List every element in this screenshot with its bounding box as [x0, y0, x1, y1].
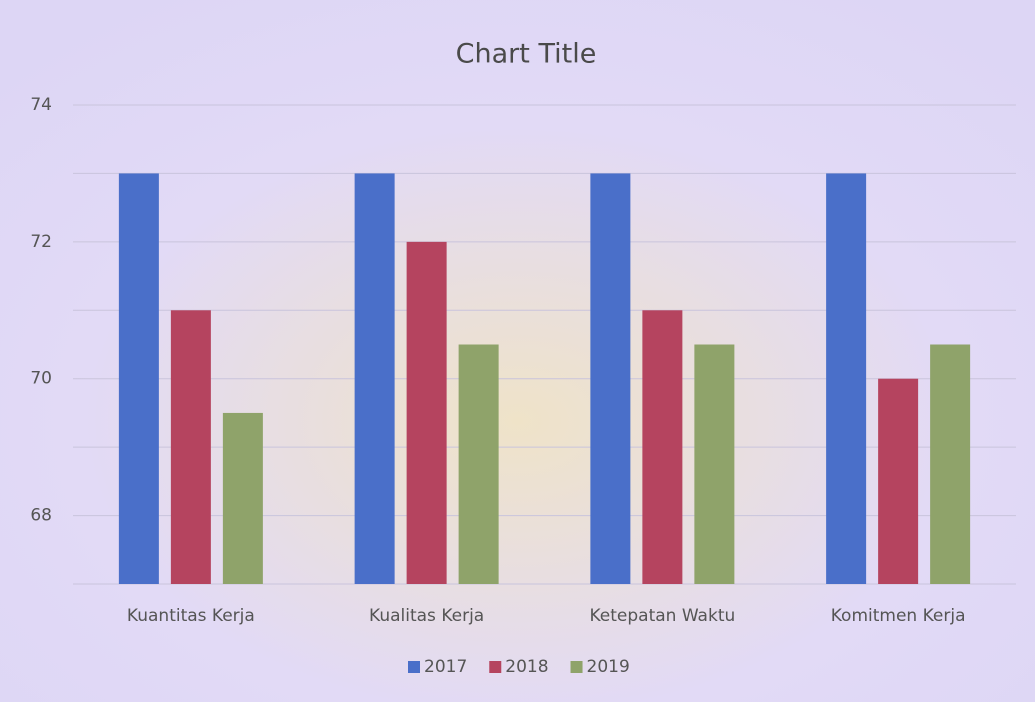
legend-swatch: [408, 661, 420, 673]
bar: [355, 173, 395, 584]
x-tick-label: Komitmen Kerja: [831, 606, 966, 626]
chart: Chart Title 68 70 72 74 Kuantitas Kerja Kuali…: [0, 0, 1035, 702]
x-tick-label: Ketepatan Waktu: [589, 606, 735, 626]
bar: [459, 345, 499, 585]
y-tick-label: 70: [30, 369, 52, 389]
bar: [223, 413, 263, 584]
legend-swatch: [571, 661, 583, 673]
bar: [171, 310, 211, 584]
x-tick-label: Kuantitas Kerja: [127, 606, 255, 626]
bar: [119, 173, 159, 584]
y-tick-label: 72: [30, 232, 52, 252]
x-tick-label: Kualitas Kerja: [369, 606, 484, 626]
bar: [878, 379, 918, 584]
legend-label: 2018: [505, 657, 548, 677]
bar: [826, 173, 866, 584]
bar: [407, 242, 447, 584]
bar: [590, 173, 630, 584]
bar: [642, 310, 682, 584]
y-tick-label: 68: [30, 506, 52, 526]
bar: [694, 345, 734, 585]
chart-title: Chart Title: [456, 39, 597, 70]
legend-swatch: [489, 661, 501, 673]
legend-label: 2017: [424, 657, 467, 677]
y-tick-label: 74: [30, 95, 52, 115]
legend-label: 2019: [587, 657, 630, 677]
bar: [930, 345, 970, 585]
